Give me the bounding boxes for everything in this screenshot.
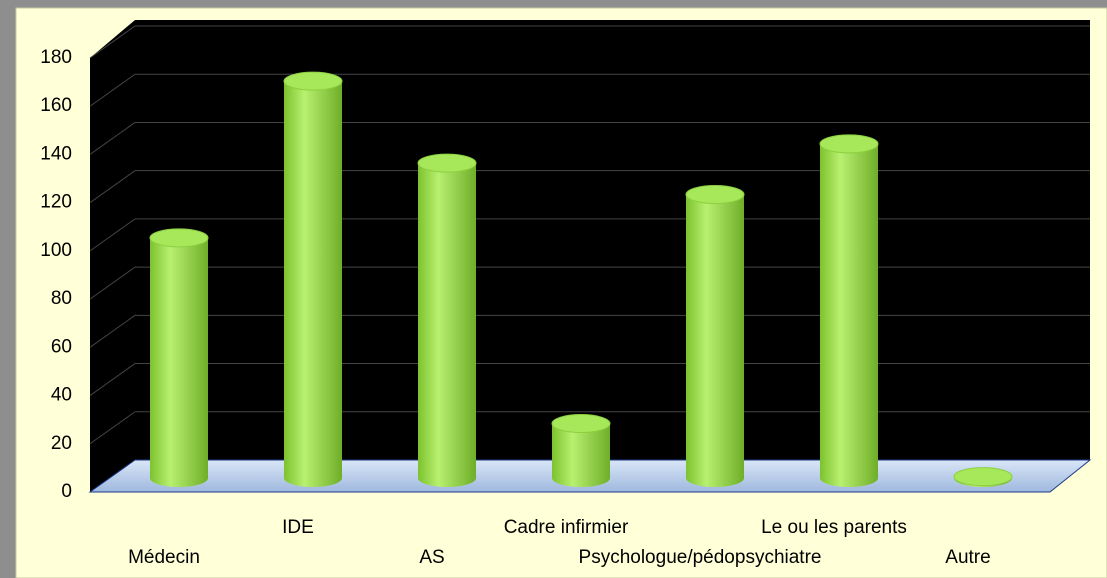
bar-top xyxy=(685,184,745,204)
grid-line xyxy=(89,25,136,59)
bar-top xyxy=(149,228,209,248)
y-tick-label: 0 xyxy=(61,481,72,502)
bar xyxy=(149,228,209,487)
y-tick-label: 80 xyxy=(51,288,72,309)
grid-line xyxy=(89,363,136,396)
y-tick-label: 120 xyxy=(40,192,72,213)
bar-top xyxy=(551,414,611,434)
y-tick-label: 180 xyxy=(40,47,72,68)
bar xyxy=(417,153,477,487)
x-tick-label: IDE xyxy=(282,517,314,538)
y-tick-label: 140 xyxy=(40,143,72,164)
y-tick-label: 60 xyxy=(51,336,72,357)
bar-body xyxy=(150,237,208,487)
grid-line xyxy=(89,122,136,155)
y-tick-label: 160 xyxy=(40,95,72,116)
bar-top xyxy=(953,467,1013,487)
grid-line xyxy=(89,314,136,348)
x-tick-label: Autre xyxy=(945,547,990,568)
y-tick-label: 100 xyxy=(40,240,72,261)
bar xyxy=(685,184,745,487)
grid-line xyxy=(89,170,136,204)
x-tick-label: Psychologue/pédopsychiatre xyxy=(579,547,822,568)
bar-body xyxy=(418,163,476,487)
bar xyxy=(819,134,879,487)
bar-body xyxy=(686,194,744,487)
y-tick-label: 20 xyxy=(51,433,72,454)
grid-line xyxy=(89,218,136,252)
grid-line xyxy=(89,73,136,107)
grid-line xyxy=(89,266,136,300)
bar xyxy=(551,414,611,487)
bar-top xyxy=(417,153,477,173)
x-tick-label: AS xyxy=(419,547,444,568)
x-tick-label: Médecin xyxy=(128,547,200,568)
bar-body xyxy=(284,81,342,488)
bar-body xyxy=(820,143,878,487)
x-tick-label: Le ou les parents xyxy=(761,517,907,538)
bar xyxy=(283,71,343,488)
bar-top xyxy=(819,134,879,154)
bar-top xyxy=(283,71,343,91)
bar xyxy=(953,467,1013,487)
bar-body xyxy=(552,423,610,487)
x-tick-label: Cadre infirmier xyxy=(504,517,629,538)
grid-line xyxy=(89,411,136,445)
y-tick-label: 40 xyxy=(51,385,72,406)
